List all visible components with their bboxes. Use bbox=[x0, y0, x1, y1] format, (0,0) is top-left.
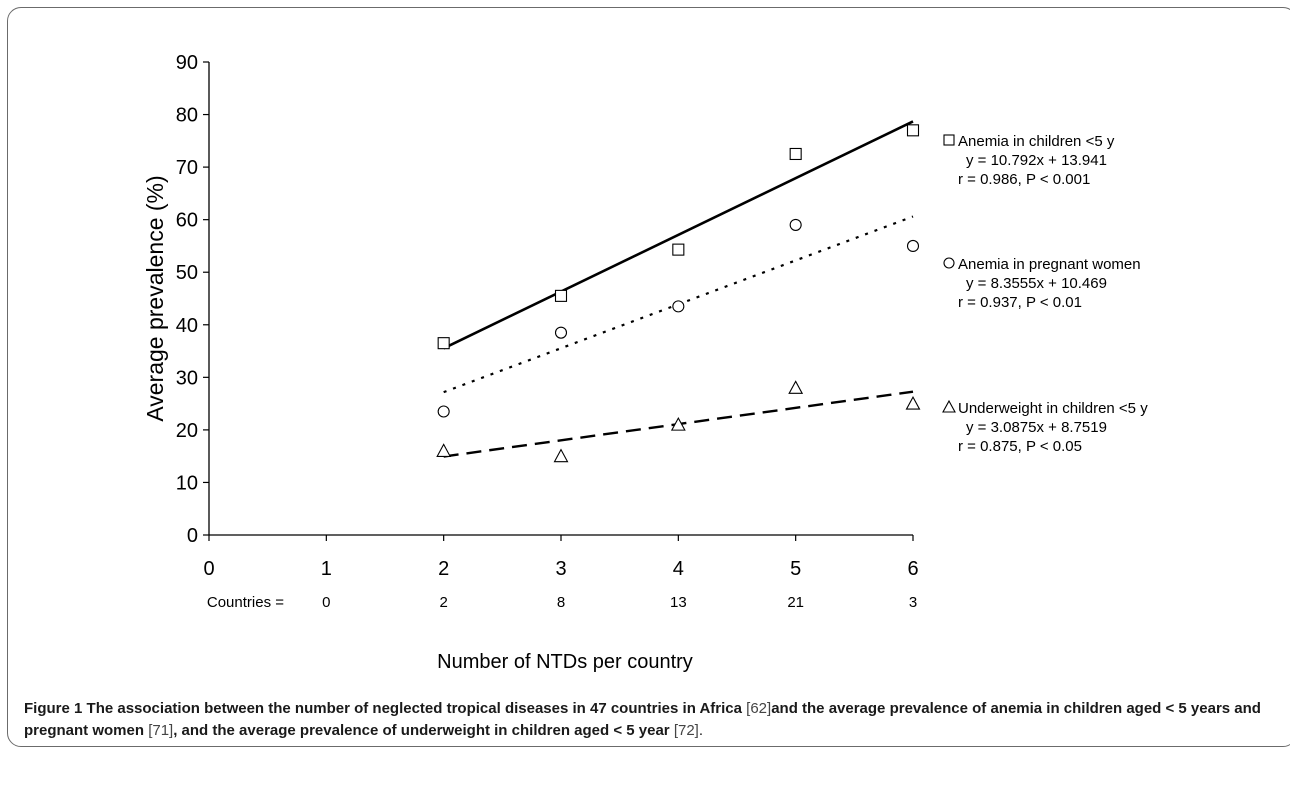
data-point-square bbox=[672, 243, 685, 256]
legend-series-name: Underweight in children <5 y bbox=[958, 400, 1148, 417]
data-point-circle bbox=[437, 405, 450, 418]
data-point-square bbox=[789, 147, 802, 161]
legend-marker-triangle bbox=[942, 399, 956, 413]
chart: 0 10 20 30 40 50 60 70 80 90 0 1 2 3 4 5 6 Countries = 0 2 8… bbox=[142, 52, 1148, 673]
legend-equation: y = 10.792x + 13.941 bbox=[966, 152, 1107, 169]
x-tick-label: 6 bbox=[907, 558, 918, 580]
caption-text-3: , and the average prevalence of underwei… bbox=[173, 721, 670, 739]
caption-ref-2[interactable]: [71] bbox=[148, 721, 174, 739]
trend-line bbox=[443, 120, 914, 350]
legend-marker-circle bbox=[943, 257, 955, 269]
legend-stats: r = 0.937, P < 0.01 bbox=[958, 294, 1082, 311]
data-point-triangle bbox=[436, 443, 452, 457]
legend-stats: r = 0.986, P < 0.001 bbox=[958, 171, 1090, 188]
caption-text-1: The association between the number of ne… bbox=[86, 700, 742, 717]
x-tick-label: 0 bbox=[203, 558, 214, 580]
y-tick-label: 80 bbox=[176, 105, 198, 127]
legend-series-name: Anemia in children <5 y bbox=[958, 133, 1115, 150]
y-tick-label: 0 bbox=[187, 525, 198, 547]
x-tick-label: 4 bbox=[673, 558, 684, 580]
data-point-triangle bbox=[670, 416, 686, 431]
y-axis-label: Average prevalence (%) bbox=[142, 175, 168, 421]
x-tick-label: 5 bbox=[790, 558, 801, 580]
countries-count: 3 bbox=[909, 594, 917, 611]
legend-series-name: Anemia in pregnant women bbox=[958, 256, 1141, 273]
y-tick-label: 90 bbox=[176, 52, 198, 74]
x-tick-label: 3 bbox=[555, 558, 566, 580]
legend-stats: r = 0.875, P < 0.05 bbox=[958, 438, 1082, 455]
data-point-square bbox=[906, 124, 920, 137]
y-tick-label: 30 bbox=[176, 367, 198, 389]
y-tick-label: 20 bbox=[176, 420, 198, 442]
countries-count: 0 bbox=[322, 594, 330, 611]
y-tick-label: 50 bbox=[176, 262, 198, 284]
data-point-triangle bbox=[905, 395, 921, 410]
data-point-triangle bbox=[788, 380, 804, 394]
legend-equation: y = 8.3555x + 10.469 bbox=[966, 275, 1107, 292]
legend-equation: y = 3.0875x + 8.7519 bbox=[966, 419, 1107, 436]
countries-count: 21 bbox=[787, 594, 804, 611]
data-point-circle bbox=[554, 326, 568, 339]
y-tick-label: 60 bbox=[176, 210, 198, 232]
data-point-triangle bbox=[553, 448, 569, 463]
countries-count: 2 bbox=[439, 594, 447, 611]
countries-count: 8 bbox=[557, 594, 565, 611]
data-point-circle bbox=[906, 239, 920, 252]
caption-text-2: and the average prevalence of anemia in … bbox=[24, 700, 1261, 739]
countries-label: Countries = bbox=[207, 594, 284, 611]
figure-caption: Figure 1 The association between the num… bbox=[24, 698, 1274, 741]
figure-frame bbox=[7, 7, 1290, 747]
legend-marker-square bbox=[943, 134, 955, 146]
countries-count: 13 bbox=[670, 594, 687, 611]
data-point-circle bbox=[789, 218, 802, 231]
data-point-circle bbox=[672, 300, 685, 313]
caption-ref-1[interactable]: [62] bbox=[746, 700, 772, 717]
y-tick-label: 70 bbox=[176, 157, 198, 179]
y-tick-label: 40 bbox=[176, 315, 198, 337]
data-point-square bbox=[437, 337, 450, 350]
figure-label: Figure 1 bbox=[24, 700, 83, 717]
x-axis-label: Number of NTDs per country bbox=[437, 651, 693, 673]
data-point-square bbox=[554, 289, 568, 302]
caption-ref-3[interactable]: [72] bbox=[673, 721, 699, 739]
x-tick-label: 2 bbox=[438, 558, 449, 580]
y-tick-label: 10 bbox=[176, 472, 198, 494]
caption-end: . bbox=[698, 721, 704, 739]
x-tick-label: 1 bbox=[321, 558, 332, 580]
